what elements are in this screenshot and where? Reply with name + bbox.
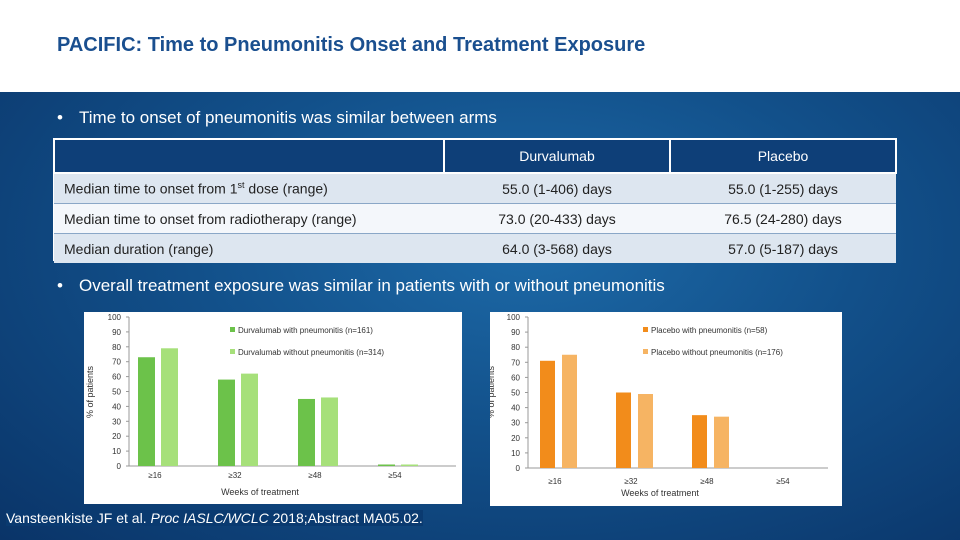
cell-placebo: 76.5 (24-280) days: [670, 203, 896, 234]
x-tick-label: ≥16: [148, 471, 162, 480]
y-tick-label: 80: [112, 343, 121, 352]
row-label-median-duration: Median duration (range): [54, 233, 444, 263]
y-tick-label: 0: [117, 462, 122, 471]
row-label-onset-radiotherapy: Median time to onset from radiotherapy (…: [54, 203, 444, 234]
y-tick-label: 30: [112, 417, 121, 426]
durvalumab-chart-panel: 0 10 20 30 40 50 60 70 80 90 100 ≥16 ≥32 ≥48 ≥54 Durval…: [84, 312, 462, 504]
table-header-blank: [53, 138, 445, 174]
row-label-onset-first-dose: Median time to onset from 1st dose (rang…: [54, 172, 444, 204]
bullet-onset-text: Time to onset of pneumonitis was similar…: [79, 108, 497, 127]
y-tick-label: 50: [511, 389, 520, 398]
y-tick-label: 40: [511, 404, 520, 413]
placebo-chart: 0 10 20 30 40 50 60 70 80 90 100 ≥16 ≥32 ≥48 ≥54 Placeb…: [490, 313, 828, 498]
y-tick-label: 90: [112, 328, 121, 337]
y-tick-label: 100: [507, 313, 521, 322]
table-header-durvalumab: Durvalumab: [443, 138, 671, 174]
title-bar: PACIFIC: Time to Pneumonitis Onset and T…: [0, 0, 960, 92]
cell-placebo: 55.0 (1-255) days: [670, 172, 896, 204]
y-tick-label: 10: [511, 449, 520, 458]
x-tick-label: ≥32: [624, 477, 638, 486]
slide-title: PACIFIC: Time to Pneumonitis Onset and T…: [57, 34, 646, 56]
bar-without-pneumonitis: [562, 354, 577, 468]
y-tick-label: 70: [511, 358, 520, 367]
x-axis-title: Weeks of treatment: [221, 487, 299, 497]
legend-label: Placebo without pneumonitis (n=176): [651, 348, 783, 357]
bar-without-pneumonitis: [714, 416, 729, 468]
legend-label: Durvalumab with pneumonitis (n=161): [238, 326, 373, 335]
legend-label: Durvalumab without pneumonitis (n=314): [238, 348, 384, 357]
x-tick-label: ≥32: [228, 471, 242, 480]
y-tick-label: 30: [511, 419, 520, 428]
legend-swatch: [643, 349, 648, 354]
bar-with-pneumonitis: [138, 357, 155, 466]
x-tick-label: ≥54: [776, 477, 790, 486]
bar-with-pneumonitis: [298, 398, 315, 466]
legend-swatch: [230, 327, 235, 332]
y-tick-label: 100: [108, 313, 122, 322]
table-header-placebo: Placebo: [669, 138, 897, 174]
y-tick-label: 20: [112, 432, 121, 441]
table-row: Median time to onset from 1st dose (rang…: [54, 172, 896, 204]
bullet-exposure: • Overall treatment exposure was similar …: [57, 276, 665, 296]
bar-without-pneumonitis: [161, 348, 178, 466]
bar-with-pneumonitis: [540, 360, 555, 468]
y-tick-label: 60: [112, 373, 121, 382]
x-tick-label: ≥16: [548, 477, 562, 486]
footnote: Vansteenkiste JF et al. Proc IASLC/WCLC …: [6, 510, 423, 526]
y-tick-label: 20: [511, 434, 520, 443]
x-tick-label: ≥54: [388, 471, 402, 480]
bar-with-pneumonitis: [616, 392, 631, 468]
y-tick-label: 50: [112, 388, 121, 397]
legend-swatch: [643, 327, 648, 332]
placebo-chart-panel: 0 10 20 30 40 50 60 70 80 90 100 ≥16 ≥32 ≥48 ≥54 Placeb…: [490, 312, 842, 506]
onset-table: Durvalumab Placebo Median time to onset …: [53, 138, 897, 263]
bar-with-pneumonitis: [378, 464, 395, 466]
cell-durvalumab: 73.0 (20-433) days: [444, 203, 670, 234]
bar-without-pneumonitis: [241, 373, 258, 466]
cell-durvalumab: 64.0 (3-568) days: [444, 233, 670, 263]
bullet-exposure-text: Overall treatment exposure was similar i…: [79, 276, 665, 295]
bullet-dot: •: [57, 276, 63, 295]
table-row: Median time to onset from radiotherapy (…: [54, 203, 896, 234]
durvalumab-chart: 0 10 20 30 40 50 60 70 80 90 100 ≥16 ≥32 ≥48 ≥54 Durval…: [85, 313, 456, 497]
y-tick-label: 90: [511, 328, 520, 337]
x-tick-label: ≥48: [700, 477, 714, 486]
legend-swatch: [230, 349, 235, 354]
x-axis-title: Weeks of treatment: [621, 488, 699, 498]
y-tick-label: 10: [112, 447, 121, 456]
y-tick-label: 40: [112, 402, 121, 411]
cell-durvalumab: 55.0 (1-406) days: [444, 172, 670, 204]
x-tick-label: ≥48: [308, 471, 322, 480]
bullet-onset: • Time to onset of pneumonitis was simila…: [57, 108, 497, 128]
bar-without-pneumonitis: [401, 464, 418, 466]
y-tick-label: 0: [516, 464, 521, 473]
bullet-dot: •: [57, 108, 63, 127]
table-row: Median duration (range) 64.0 (3-568) day…: [54, 233, 896, 263]
legend-label: Placebo with pneumonitis (n=58): [651, 326, 768, 335]
table-header-row: Durvalumab Placebo: [53, 138, 897, 174]
y-axis-title: % of patients: [490, 365, 496, 418]
cell-placebo: 57.0 (5-187) days: [670, 233, 896, 263]
y-axis-title: % of patients: [85, 365, 95, 418]
bar-without-pneumonitis: [638, 394, 653, 468]
bar-with-pneumonitis: [218, 379, 235, 466]
y-tick-label: 70: [112, 358, 121, 367]
bar-with-pneumonitis: [692, 415, 707, 468]
y-tick-label: 80: [511, 343, 520, 352]
bar-without-pneumonitis: [321, 397, 338, 466]
y-tick-label: 60: [511, 373, 520, 382]
